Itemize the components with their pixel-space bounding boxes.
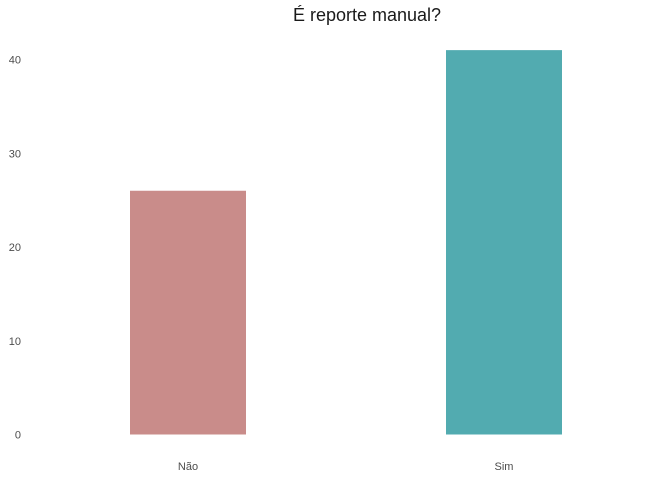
y-tick-label: 20 (9, 242, 21, 254)
x-tick-label: Não (178, 461, 198, 473)
y-axis: 0 10 20 30 40 (9, 55, 21, 442)
y-tick-label: 40 (9, 55, 21, 67)
chart-title: É reporte manual? (293, 5, 441, 25)
x-axis: Não Sim (178, 461, 514, 473)
y-tick-label: 0 (15, 430, 21, 442)
bar-0 (130, 190, 246, 435)
x-tick-label: Sim (495, 461, 514, 473)
y-tick-label: 10 (9, 336, 21, 348)
bars-group (130, 50, 562, 435)
y-tick-label: 30 (9, 148, 21, 160)
bar-1 (446, 50, 562, 435)
